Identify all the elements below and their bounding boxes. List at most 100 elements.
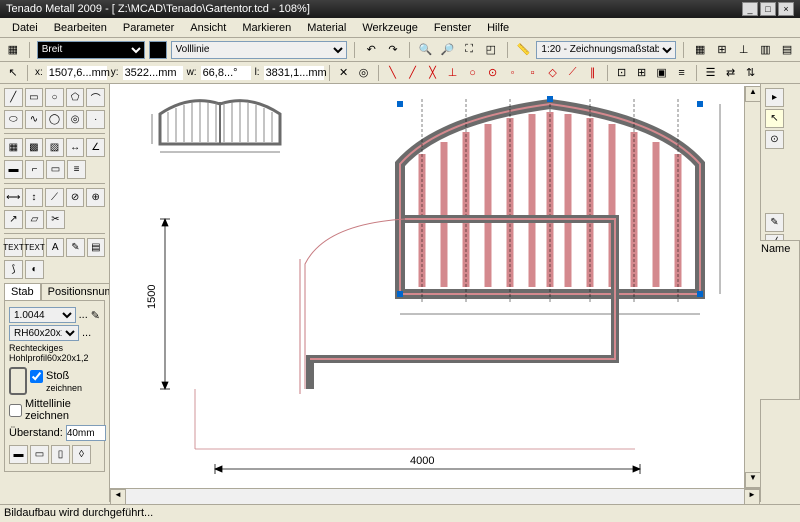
code-select[interactable]: 1.0044: [9, 307, 76, 323]
r-cursor-icon[interactable]: ▸: [765, 88, 784, 107]
menu-datei[interactable]: Datei: [4, 20, 46, 35]
close-button[interactable]: ×: [778, 2, 794, 16]
dim-v-tool[interactable]: ↕: [25, 188, 44, 207]
p4-icon[interactable]: ◊: [72, 445, 91, 464]
l-field[interactable]: 3831,1...mm: [264, 66, 324, 80]
osnap-perp-icon[interactable]: ⊥: [444, 64, 462, 82]
r-pick-icon[interactable]: ⊙: [765, 130, 784, 149]
mtext-tool[interactable]: TEXT: [25, 238, 44, 257]
maximize-button[interactable]: □: [760, 2, 776, 16]
rect-tool[interactable]: ▭: [25, 88, 44, 107]
grid-icon[interactable]: ▦: [691, 41, 709, 59]
scroll-left-button[interactable]: ◄: [110, 489, 126, 505]
ellipse-tool[interactable]: ⬭: [4, 110, 23, 129]
stair-tool[interactable]: ≡: [67, 160, 86, 179]
osnap-quad-icon[interactable]: ◇: [544, 64, 562, 82]
misc-tool[interactable]: ◐: [25, 260, 44, 279]
scale-select[interactable]: 1:20 - Zeichnungsmaßstab: [536, 41, 676, 59]
osnap-int-icon[interactable]: ╳: [424, 64, 442, 82]
menu-material[interactable]: Material: [299, 20, 354, 35]
hatch1-tool[interactable]: ▦: [4, 138, 23, 157]
tool-b-icon[interactable]: ⊞: [633, 64, 651, 82]
tab-stab[interactable]: Stab: [4, 283, 41, 300]
line-tool[interactable]: ╱: [4, 88, 23, 107]
dim-h-tool[interactable]: ⟷: [4, 188, 23, 207]
curve-tool[interactable]: ⟆: [4, 260, 23, 279]
drawing-canvas[interactable]: 1500 4000: [110, 84, 760, 502]
layer-icon[interactable]: ☰: [702, 64, 720, 82]
tool-d-icon[interactable]: ≡: [673, 64, 691, 82]
vertical-scrollbar[interactable]: ▲ ▼: [744, 86, 760, 488]
leader-tool[interactable]: ↗: [4, 210, 23, 229]
scroll-down-button[interactable]: ▼: [745, 472, 761, 488]
dim-d-tool[interactable]: ⊕: [86, 188, 105, 207]
fill-tool[interactable]: ▨: [45, 138, 64, 157]
menu-hilfe[interactable]: Hilfe: [479, 20, 517, 35]
align-tool[interactable]: ▬: [4, 160, 23, 179]
osnap-cen-icon[interactable]: ⊙: [484, 64, 502, 82]
spline-tool[interactable]: ∿: [25, 110, 44, 129]
circle2-tool[interactable]: ◯: [45, 110, 64, 129]
dim-r-tool[interactable]: ⊘: [66, 188, 85, 207]
osnap-ext-icon[interactable]: ⟋: [564, 64, 582, 82]
tab-position[interactable]: Positionsnummer: [41, 283, 110, 300]
edit-tool[interactable]: ✎: [66, 238, 84, 257]
r-select-icon[interactable]: ↖: [765, 109, 784, 128]
horizontal-scrollbar[interactable]: ◄ ►: [110, 488, 760, 504]
p3-icon[interactable]: ▯: [51, 445, 70, 464]
poly-tool[interactable]: ⬠: [66, 88, 85, 107]
p2-icon[interactable]: ▭: [30, 445, 49, 464]
osnap-tan-icon[interactable]: ○: [464, 64, 482, 82]
redo-icon[interactable]: ↷: [384, 41, 402, 59]
scale-icon[interactable]: 📏: [515, 41, 533, 59]
zoom-fit-icon[interactable]: ⛶: [460, 41, 478, 59]
table-tool[interactable]: ▤: [87, 238, 105, 257]
color-swatch[interactable]: [149, 41, 167, 59]
width-select[interactable]: Breit: [37, 41, 145, 59]
snap1-icon[interactable]: ✕: [335, 64, 353, 82]
flip-v-icon[interactable]: ⇅: [742, 64, 760, 82]
point-tool[interactable]: ·: [86, 110, 105, 129]
arc-tool[interactable]: ⌒: [86, 88, 105, 107]
tool-c-icon[interactable]: ▣: [653, 64, 671, 82]
dim-tool[interactable]: ↔: [66, 138, 85, 157]
mittel-check[interactable]: [9, 404, 22, 417]
angle-tool[interactable]: ∠: [86, 138, 105, 157]
stoss-check[interactable]: [30, 370, 43, 383]
snap-icon[interactable]: ⊞: [713, 41, 731, 59]
ortho-icon[interactable]: ⊥: [735, 41, 753, 59]
osnap-node-icon[interactable]: ◦: [504, 64, 522, 82]
text-tool[interactable]: TEXT: [4, 238, 23, 257]
cursor-icon[interactable]: ↖: [4, 64, 22, 82]
profile-select[interactable]: RH60x20x1,2: [9, 325, 79, 341]
p1-icon[interactable]: ▬: [9, 445, 28, 464]
linetype-select[interactable]: Volllinie: [171, 41, 348, 59]
scroll-right-button[interactable]: ►: [744, 489, 760, 505]
menu-fenster[interactable]: Fenster: [426, 20, 479, 35]
tool-icon[interactable]: ▦: [4, 41, 22, 59]
tool-a-icon[interactable]: ⊡: [613, 64, 631, 82]
door-tool[interactable]: ⌐: [25, 160, 44, 179]
osnap-mid-icon[interactable]: ╱: [404, 64, 422, 82]
osnap-near-icon[interactable]: ▫: [524, 64, 542, 82]
menu-bearbeiten[interactable]: Bearbeiten: [46, 20, 115, 35]
zoom-window-icon[interactable]: ◰: [482, 41, 500, 59]
y-field[interactable]: 3522...mm: [123, 66, 183, 80]
ring-tool[interactable]: ◎: [66, 110, 85, 129]
menu-werkzeuge[interactable]: Werkzeuge: [354, 20, 425, 35]
osnap-par-icon[interactable]: ∥: [584, 64, 602, 82]
snap2-icon[interactable]: ◎: [355, 64, 373, 82]
cut-tool[interactable]: ✂: [46, 210, 65, 229]
menu-markieren[interactable]: Markieren: [234, 20, 299, 35]
font-tool[interactable]: A: [46, 238, 64, 257]
r-edit-icon[interactable]: ✎: [765, 213, 784, 232]
grid2-icon[interactable]: ▥: [757, 41, 775, 59]
scroll-up-button[interactable]: ▲: [745, 86, 761, 102]
x-field[interactable]: 1507,6...mm: [47, 66, 107, 80]
circle-tool[interactable]: ○: [45, 88, 64, 107]
grid3-icon[interactable]: ▤: [778, 41, 796, 59]
menu-ansicht[interactable]: Ansicht: [182, 20, 234, 35]
note-tool[interactable]: ▱: [25, 210, 44, 229]
hatch2-tool[interactable]: ▩: [25, 138, 44, 157]
zoom-in-icon[interactable]: 🔍: [417, 41, 435, 59]
